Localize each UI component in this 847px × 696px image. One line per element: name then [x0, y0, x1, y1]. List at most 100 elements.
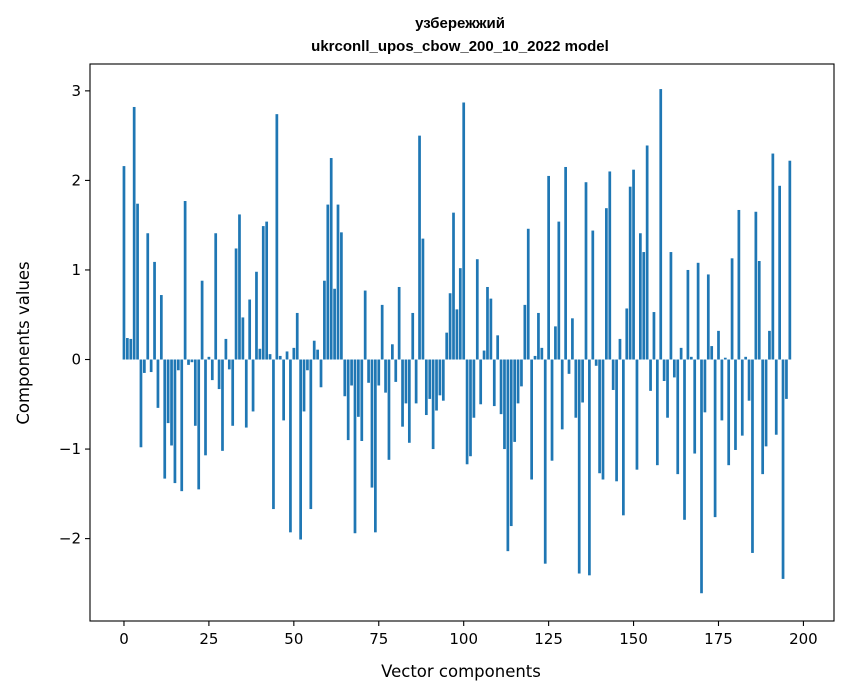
bar	[598, 359, 601, 474]
bar	[557, 221, 561, 360]
bar	[499, 359, 503, 415]
bar	[737, 209, 741, 360]
bar	[513, 359, 517, 442]
bar	[357, 359, 360, 417]
bar	[323, 280, 326, 360]
bar	[669, 252, 673, 360]
bar	[353, 359, 357, 534]
plot-frame	[89, 63, 835, 622]
bar	[227, 359, 231, 370]
bar	[740, 359, 744, 436]
bar	[785, 359, 788, 399]
bar	[370, 359, 374, 488]
bar	[774, 359, 778, 435]
bar	[268, 354, 272, 360]
bar	[520, 359, 523, 387]
bar	[452, 212, 455, 360]
x-tick-label: 150	[619, 630, 648, 648]
y-tick-label: 1	[71, 261, 81, 279]
bar	[187, 359, 190, 365]
bar	[360, 359, 364, 441]
bar	[197, 359, 201, 490]
bar	[584, 182, 588, 360]
bar	[652, 312, 656, 360]
bar	[751, 359, 754, 553]
x-tick-label: 125	[534, 630, 563, 648]
bar	[747, 359, 751, 401]
bar	[645, 145, 649, 360]
bar	[312, 340, 316, 360]
bar	[723, 357, 727, 360]
bar	[343, 359, 347, 397]
bar	[407, 359, 411, 443]
bar	[170, 359, 173, 446]
bar	[781, 359, 785, 579]
bar	[605, 208, 608, 360]
bar	[428, 359, 432, 399]
bar	[683, 359, 686, 520]
bar	[615, 359, 618, 482]
bar	[550, 359, 554, 461]
bar	[601, 359, 605, 480]
bar	[689, 356, 693, 360]
bar	[526, 228, 530, 360]
bar	[591, 230, 595, 360]
bar	[183, 201, 187, 360]
bar	[132, 106, 136, 360]
bar	[326, 204, 330, 360]
bar	[404, 359, 408, 404]
bar	[176, 359, 180, 371]
bar	[608, 171, 612, 360]
bar	[248, 299, 252, 360]
bar	[221, 359, 224, 451]
bar	[486, 286, 489, 360]
bar	[241, 317, 245, 360]
bar	[676, 359, 680, 475]
bar	[163, 359, 167, 479]
bar	[210, 359, 214, 381]
bar	[560, 359, 564, 430]
bar	[380, 304, 384, 360]
bar	[329, 158, 333, 360]
bar-series	[122, 89, 792, 594]
bar	[635, 359, 639, 470]
bar	[492, 359, 496, 407]
bar	[703, 359, 707, 413]
bar	[506, 359, 510, 552]
bar	[350, 359, 353, 386]
bar	[156, 359, 160, 408]
x-tick-label: 175	[704, 630, 733, 648]
x-tick-label: 25	[199, 630, 218, 648]
bar	[126, 338, 129, 360]
bar	[642, 252, 646, 360]
bar	[445, 332, 449, 360]
bar	[289, 359, 292, 533]
bar	[363, 290, 367, 360]
bar	[258, 348, 262, 360]
bar	[455, 309, 459, 360]
bar	[655, 359, 659, 466]
bar	[625, 308, 629, 360]
bar	[316, 349, 319, 360]
bar	[336, 204, 340, 360]
bar	[278, 355, 282, 360]
bar	[180, 359, 184, 492]
x-axis-label: Vector components	[381, 662, 541, 681]
bar	[340, 232, 343, 360]
bar	[516, 359, 520, 404]
bar	[472, 359, 476, 418]
bar	[200, 280, 204, 360]
bar	[533, 355, 537, 360]
bar	[700, 359, 703, 594]
bar	[465, 359, 469, 465]
x-tick-label: 100	[449, 630, 478, 648]
bar	[346, 359, 350, 441]
bar	[523, 304, 527, 360]
bar	[537, 312, 540, 360]
bar	[414, 359, 418, 404]
bar	[190, 359, 194, 363]
bar	[401, 359, 404, 427]
bar	[384, 359, 387, 393]
x-tick-label: 200	[789, 630, 818, 648]
bar	[672, 359, 676, 378]
